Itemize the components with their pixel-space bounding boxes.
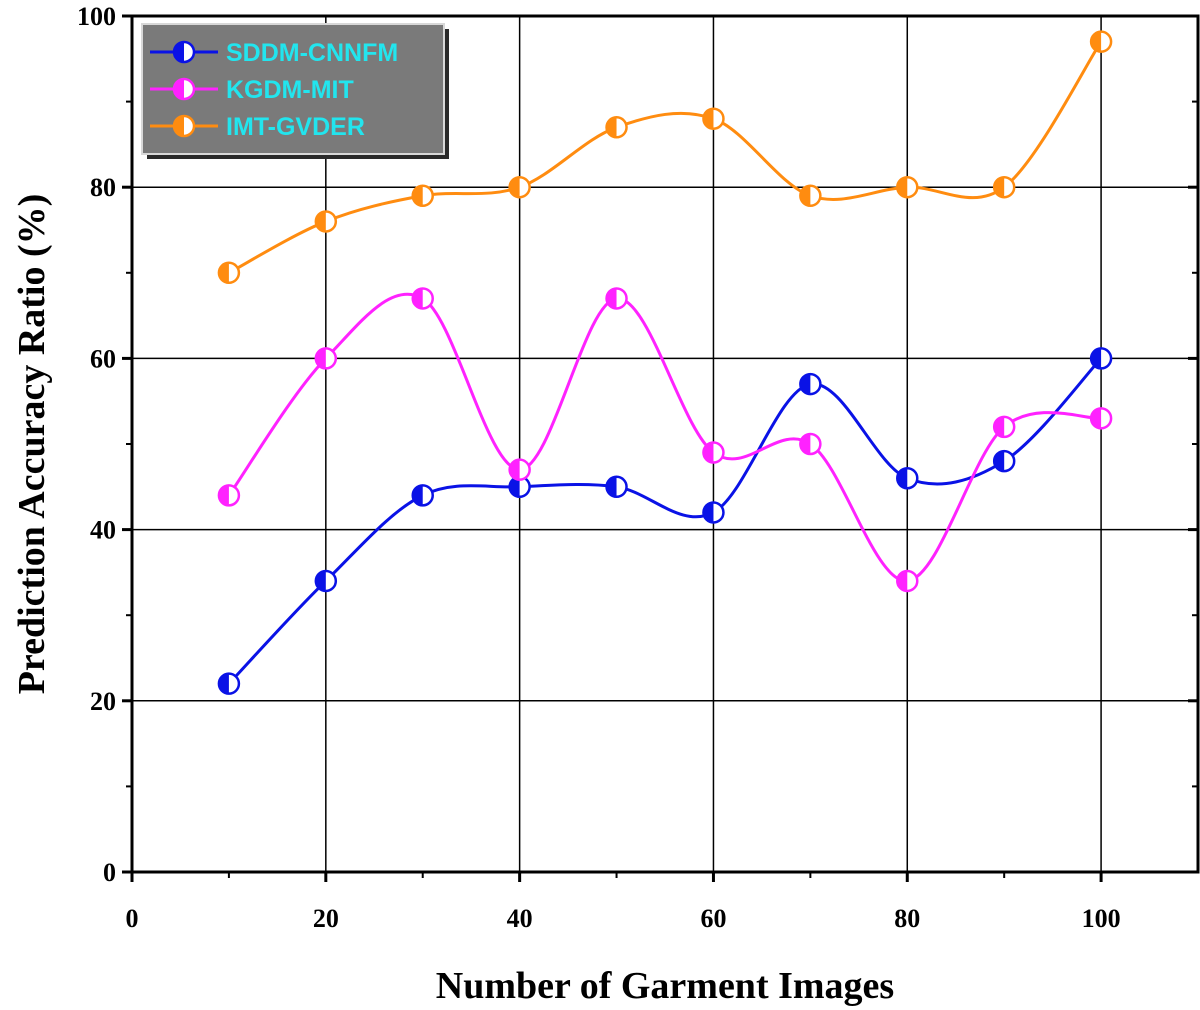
x-tick-label: 60 [700,904,726,933]
data-point [896,175,919,199]
legend: SDDM-CNNFM KGDM-MIT IMT-GVDER [141,23,449,159]
legend-marker [172,77,196,101]
x-tick-label: 100 [1082,904,1121,933]
marker-outline [896,569,919,593]
marker-outline [172,114,196,138]
marker-outline [799,372,822,396]
marker-outline [314,569,338,593]
data-point [508,475,531,499]
marker-outline [314,347,338,370]
data-point [508,175,531,199]
series-line [227,357,1103,685]
data-point [411,484,434,507]
y-tick-label: 20 [90,687,116,716]
marker-outline [605,475,628,499]
legend-item-sddm-cnnfm: SDDM-CNNFM [150,39,398,67]
data-point [605,475,628,499]
data-point [992,449,1016,473]
data-point [411,184,434,208]
marker-outline [172,40,196,64]
marker-outline [217,672,241,695]
data-point [799,372,822,396]
marker-outline [896,466,919,490]
data-point [217,672,241,695]
data-point [799,184,822,208]
data-point [605,287,628,310]
marker-outline [605,287,628,310]
data-point [217,261,241,285]
data-point [896,569,919,593]
marker-outline [896,175,919,199]
legend-item-imt-gvder: IMT-GVDER [150,113,365,141]
marker-outline [411,287,434,310]
marker-outline [992,415,1016,439]
marker-outline [702,441,725,464]
y-tick-label: 40 [90,516,116,545]
marker-outline [702,107,725,130]
marker-outline [799,432,822,456]
data-point [605,116,628,139]
marker-outline [314,210,338,233]
data-point [217,484,241,507]
data-point [799,432,822,456]
data-point [896,466,919,490]
marker-outline [702,501,725,524]
legend-label: KGDM-MIT [226,76,354,104]
grid [132,16,1198,872]
marker-outline [217,261,241,285]
series-kgdm-mit [217,287,1113,593]
marker-outline [217,484,241,507]
y-tick-label: 100 [77,2,116,31]
marker-outline [1089,30,1113,53]
marker-outline [992,449,1016,473]
data-point [508,458,531,481]
marker-outline [508,458,531,481]
series-sddm-cnnfm [217,347,1113,695]
data-point [1089,347,1113,370]
marker-outline [508,175,531,199]
x-axis-title: Number of Garment Images [436,965,894,1007]
axis-ticks: 0 20 40 60 80 100 0 20 40 60 80 100 [77,2,1198,933]
data-point [411,287,434,310]
data-point [314,210,338,233]
legend-label: SDDM-CNNFM [226,39,398,67]
x-tick-label: 0 [126,904,139,933]
y-tick-label: 0 [103,858,116,887]
data-point [702,107,725,130]
data-point [1089,30,1113,53]
data-point [1089,407,1113,430]
x-tick-label: 80 [894,904,920,933]
x-tick-label: 40 [507,904,533,933]
marker-outline [992,175,1016,199]
series-line [227,292,1102,583]
marker-outline [172,77,196,101]
legend-marker [172,114,196,138]
y-axis-title: Prediction Accuracy Ratio (%) [11,194,53,695]
y-tick-label: 60 [90,344,116,373]
legend-item-kgdm-mit: KGDM-MIT [150,76,354,104]
marker-outline [605,116,628,139]
legend-label: IMT-GVDER [226,113,365,141]
data-point [702,441,725,464]
data-point [314,347,338,370]
data-point [992,175,1016,199]
data-point [314,569,338,593]
marker-outline [411,184,434,208]
data-point [992,415,1016,439]
y-tick-label: 80 [90,173,116,202]
marker-outline [1089,347,1113,370]
marker-outline [799,184,822,208]
series-layer [217,30,1113,695]
marker-outline [411,484,434,507]
legend-marker [172,40,196,64]
x-tick-label: 20 [313,904,339,933]
marker-outline [1089,407,1113,430]
series-line [228,40,1103,275]
series-imt-gvder [217,30,1113,285]
data-point [702,501,725,524]
